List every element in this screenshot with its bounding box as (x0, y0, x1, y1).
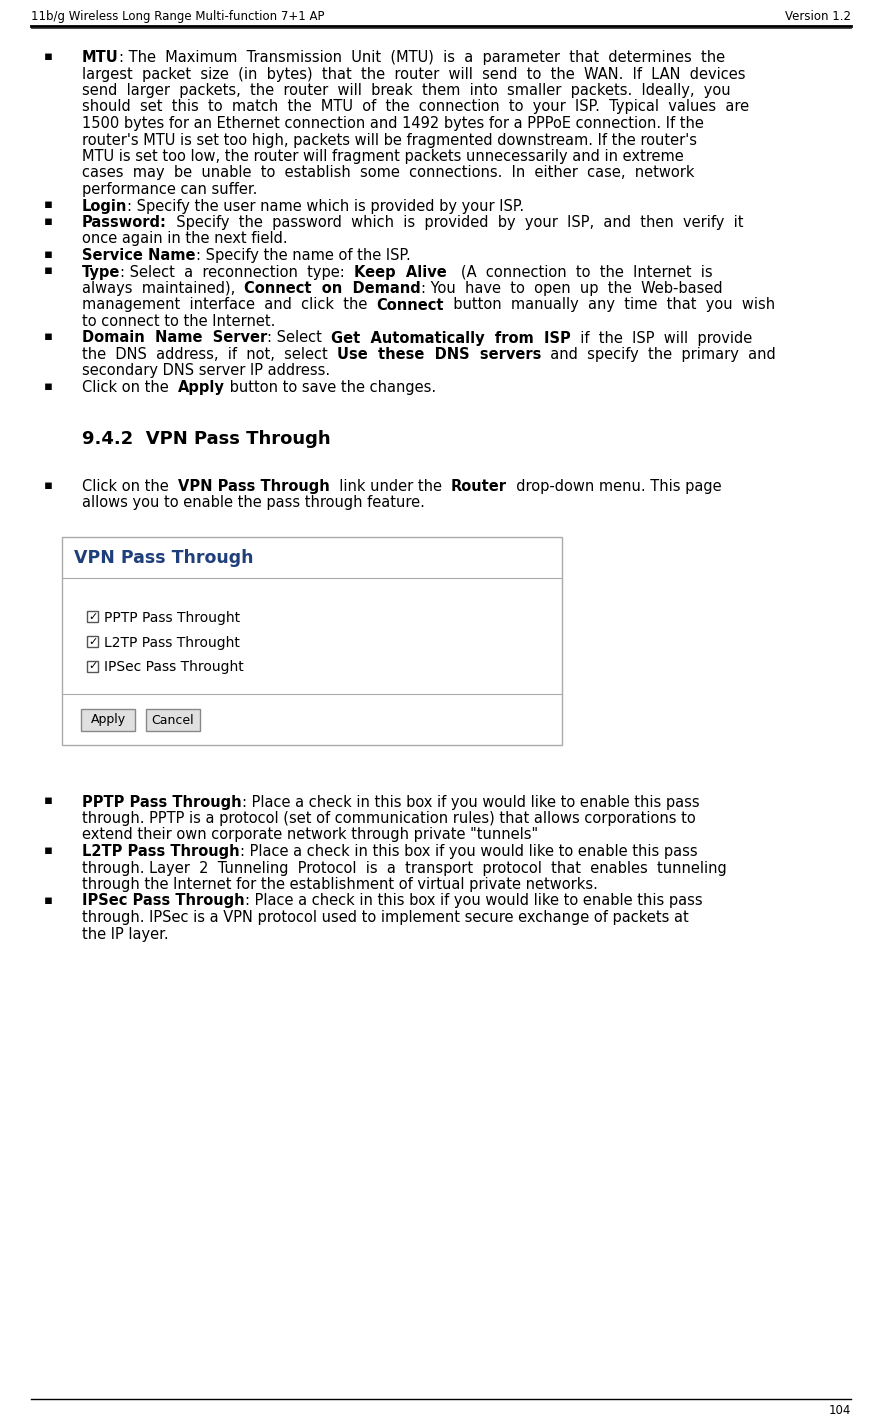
Text: ▪: ▪ (44, 330, 53, 343)
Text: allows you to enable the pass through feature.: allows you to enable the pass through fe… (82, 496, 425, 510)
Text: largest  packet  size  (in  bytes)  that  the  router  will  send  to  the  WAN.: largest packet size (in bytes) that the … (82, 67, 745, 81)
Text: Type: Type (82, 265, 120, 279)
Text: Specify  the  password  which  is  provided  by  your  ISP,  and  then  verify  : Specify the password which is provided b… (167, 215, 744, 231)
Text: the IP layer.: the IP layer. (82, 927, 168, 941)
Text: button  manually  any  time  that  you  wish: button manually any time that you wish (445, 298, 775, 312)
Bar (87, 611, 98, 622)
Text: Apply: Apply (178, 380, 225, 394)
Text: link under the: link under the (330, 478, 451, 494)
Text: button to save the changes.: button to save the changes. (225, 380, 436, 394)
Text: Keep  Alive: Keep Alive (355, 265, 447, 279)
Text: Domain  Name  Server: Domain Name Server (82, 330, 267, 346)
Text: ▪: ▪ (44, 265, 53, 278)
Text: : Place a check in this box if you would like to enable this pass: : Place a check in this box if you would… (244, 893, 702, 909)
Text: Router: Router (451, 478, 507, 494)
Text: and  specify  the  primary  and: and specify the primary and (542, 347, 776, 362)
Text: 11b/g Wireless Long Range Multi-function 7+1 AP: 11b/g Wireless Long Range Multi-function… (31, 10, 325, 23)
FancyBboxPatch shape (81, 709, 135, 731)
FancyBboxPatch shape (146, 709, 200, 731)
Bar (87, 661, 98, 672)
Text: management  interface  and  click  the: management interface and click the (82, 298, 377, 312)
Text: ✓: ✓ (88, 662, 97, 672)
Text: secondary DNS server IP address.: secondary DNS server IP address. (82, 363, 330, 379)
Text: Service Name: Service Name (82, 248, 196, 263)
Text: Apply: Apply (91, 713, 125, 726)
Text: once again in the next field.: once again in the next field. (82, 232, 288, 246)
Text: Click on the: Click on the (82, 478, 178, 494)
Text: ▪: ▪ (44, 198, 53, 212)
Text: Click on the: Click on the (82, 380, 178, 394)
Text: L2TP Pass Throught: L2TP Pass Throught (104, 635, 240, 649)
Text: performance can suffer.: performance can suffer. (82, 182, 258, 197)
Text: Password:: Password: (82, 215, 167, 231)
Text: : The  Maximum  Transmission  Unit  (MTU)  is  a  parameter  that  determines  t: : The Maximum Transmission Unit (MTU) is… (119, 50, 725, 66)
Text: L2TP Pass Through: L2TP Pass Through (82, 844, 240, 859)
Text: should  set  this  to  match  the  MTU  of  the  connection  to  your  ISP.  Typ: should set this to match the MTU of the … (82, 100, 749, 114)
Text: Use  these  DNS  servers: Use these DNS servers (337, 347, 542, 362)
Text: PPTP Pass Throught: PPTP Pass Throught (104, 611, 240, 625)
Text: : Specify the name of the ISP.: : Specify the name of the ISP. (196, 248, 410, 263)
Text: Version 1.2: Version 1.2 (785, 10, 851, 23)
Text: Login: Login (82, 198, 127, 214)
Text: through. IPSec is a VPN protocol used to implement secure exchange of packets at: through. IPSec is a VPN protocol used to… (82, 910, 689, 926)
Text: : Specify the user name which is provided by your ISP.: : Specify the user name which is provide… (127, 198, 525, 214)
Text: VPN Pass Through: VPN Pass Through (74, 548, 253, 567)
Text: IPSec Pass Throught: IPSec Pass Throught (104, 661, 243, 675)
Text: through. Layer  2  Tunneling  Protocol  is  a  transport  protocol  that  enable: through. Layer 2 Tunneling Protocol is a… (82, 860, 727, 876)
Text: 104: 104 (828, 1404, 851, 1417)
Text: always  maintained),: always maintained), (82, 281, 244, 296)
Text: ▪: ▪ (44, 844, 53, 857)
Text: MTU is set too low, the router will fragment packets unnecessarily and in extrem: MTU is set too low, the router will frag… (82, 150, 684, 164)
Text: ✓: ✓ (88, 612, 97, 622)
Text: : Place a check in this box if you would like to enable this pass: : Place a check in this box if you would… (240, 844, 698, 859)
Text: IPSec Pass Through: IPSec Pass Through (82, 893, 244, 909)
Text: Cancel: Cancel (152, 713, 194, 726)
Bar (87, 635, 98, 646)
Text: ▪: ▪ (44, 248, 53, 261)
Text: ▪: ▪ (44, 50, 53, 63)
Text: router's MTU is set too high, packets will be fragmented downstream. If the rout: router's MTU is set too high, packets wi… (82, 132, 697, 148)
Text: through. PPTP is a protocol (set of communication rules) that allows corporation: through. PPTP is a protocol (set of comm… (82, 812, 696, 826)
Text: Get  Automatically  from  ISP: Get Automatically from ISP (332, 330, 572, 346)
Text: if  the  ISP  will  provide: if the ISP will provide (572, 330, 752, 346)
Text: ▪: ▪ (44, 478, 53, 493)
Text: ▪: ▪ (44, 215, 53, 228)
Text: through the Internet for the establishment of virtual private networks.: through the Internet for the establishme… (82, 877, 598, 891)
Text: drop-down menu. This page: drop-down menu. This page (507, 478, 721, 494)
Text: ▪: ▪ (44, 893, 53, 907)
Text: send  larger  packets,  the  router  will  break  them  into  smaller  packets. : send larger packets, the router will bre… (82, 83, 730, 98)
Text: Connect: Connect (377, 298, 445, 312)
Text: PPTP Pass Through: PPTP Pass Through (82, 795, 242, 809)
Text: (A  connection  to  the  Internet  is: (A connection to the Internet is (447, 265, 713, 279)
Text: ▪: ▪ (44, 380, 53, 393)
Text: the  DNS  address,  if  not,  select: the DNS address, if not, select (82, 347, 337, 362)
Text: : Select  a  reconnection  type:: : Select a reconnection type: (120, 265, 355, 279)
Text: 9.4.2  VPN Pass Through: 9.4.2 VPN Pass Through (82, 430, 331, 447)
Text: to connect to the Internet.: to connect to the Internet. (82, 315, 275, 329)
Text: ▪: ▪ (44, 795, 53, 807)
Text: 1500 bytes for an Ethernet connection and 1492 bytes for a PPPoE connection. If : 1500 bytes for an Ethernet connection an… (82, 115, 704, 131)
Text: : Place a check in this box if you would like to enable this pass: : Place a check in this box if you would… (242, 795, 699, 809)
Text: ✓: ✓ (88, 637, 97, 646)
Text: extend their own corporate network through private "tunnels": extend their own corporate network throu… (82, 827, 538, 843)
Bar (62, 537, 562, 745)
Text: Connect  on  Demand: Connect on Demand (244, 281, 422, 296)
Text: cases  may  be  unable  to  establish  some  connections.  In  either  case,  ne: cases may be unable to establish some co… (82, 165, 694, 181)
Text: MTU: MTU (82, 50, 119, 66)
Text: : Select: : Select (267, 330, 332, 346)
Text: : You  have  to  open  up  the  Web-based: : You have to open up the Web-based (422, 281, 723, 296)
Text: VPN Pass Through: VPN Pass Through (178, 478, 330, 494)
